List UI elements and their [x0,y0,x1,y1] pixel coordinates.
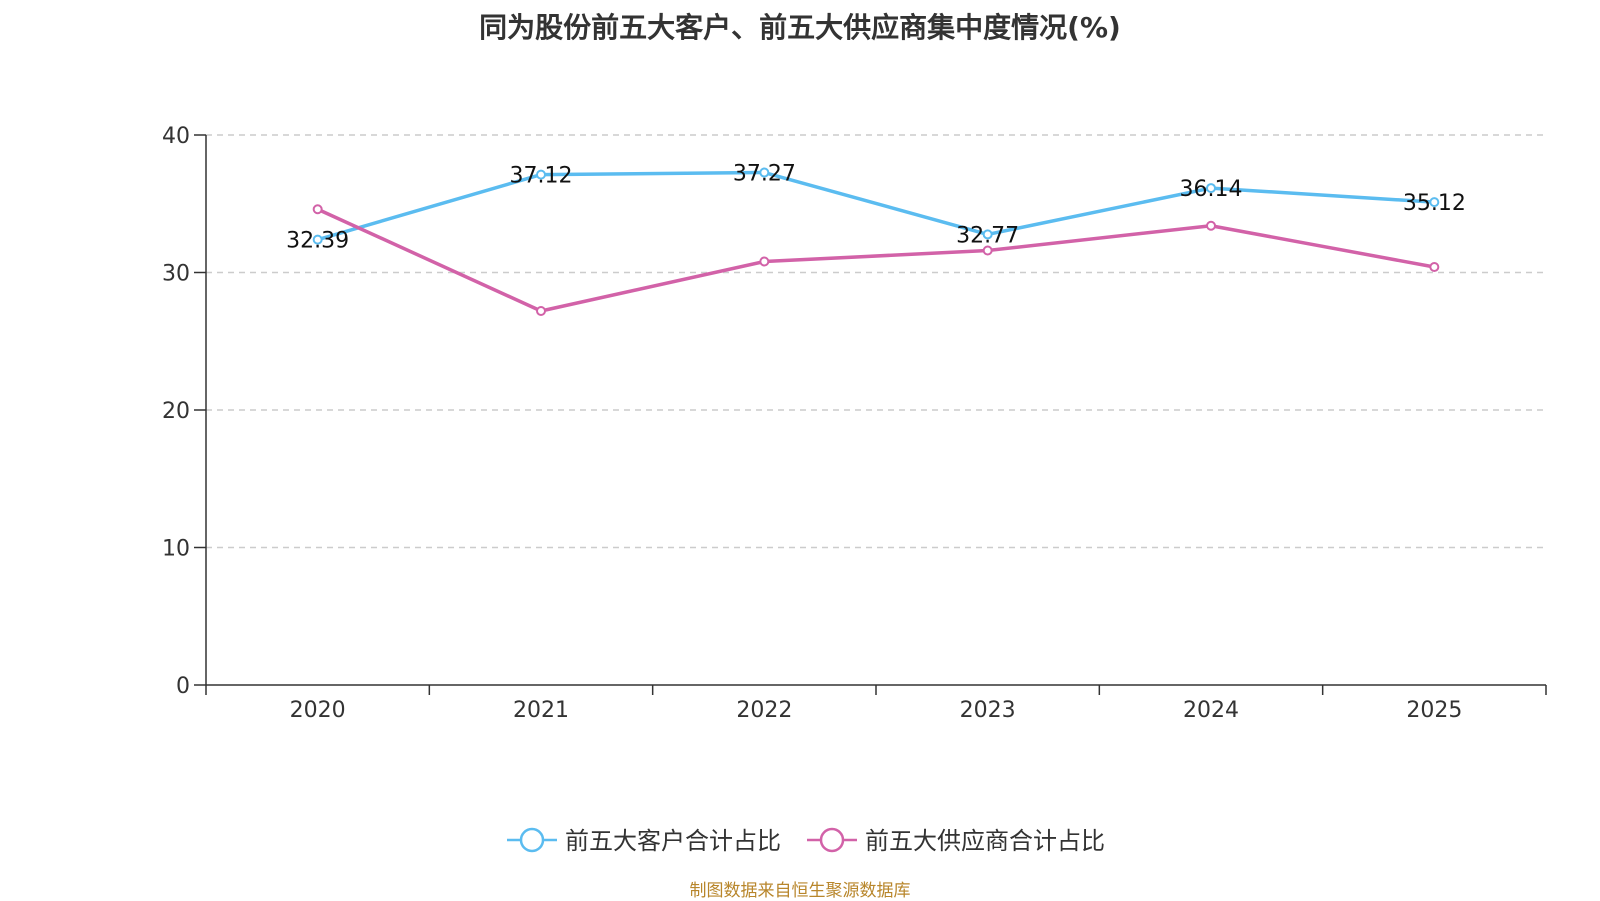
legend-item-2[interactable]: 前五大供应商合计占比 [807,827,1105,855]
data-label: 37.27 [733,162,796,187]
data-label: 37.12 [510,164,573,189]
source-note: 制图数据来自恒生聚源数据库 [689,881,911,901]
legend-item-1[interactable]: 前五大客户合计占比 [507,827,781,855]
series-1-point [982,229,993,240]
x-tick-label: 2025 [1406,698,1462,723]
y-tick-label: 0 [176,674,190,699]
data-label: 32.77 [956,223,1019,248]
series-2-point [312,204,323,215]
chart-title: 同为股份前五大客户、前五大供应商集中度情况(%) [479,11,1121,44]
legend-label: 前五大供应商合计占比 [865,827,1105,855]
series-1-point [312,234,323,245]
legend-marker-icon [819,827,845,853]
x-tick-label: 2024 [1183,698,1239,723]
axes: 0 10 20 30 40 2020 2021 2022 2023 2024 2025 [162,124,1547,723]
series-lines [312,167,1440,316]
legend-marker-icon [519,827,545,853]
series-2-point [1206,220,1216,231]
y-tick-label: 30 [162,262,190,287]
data-label: 35.12 [1403,191,1466,216]
series-2-point [759,256,770,267]
series-2-point [982,245,993,256]
data-label: 32.39 [286,229,349,254]
data-labels: 32.39 37.12 37.27 32.77 36.14 35.12 [286,162,1466,254]
y-tick-label: 10 [162,537,190,562]
x-tick-label: 2020 [290,698,346,723]
x-tick-label: 2023 [960,698,1016,723]
series-2-point [1429,262,1440,272]
legend-label: 前五大客户合计占比 [565,827,781,855]
series-1-point [1429,197,1440,208]
series-2-point [536,306,546,316]
x-tick-label: 2022 [736,698,792,723]
data-label: 36.14 [1180,177,1243,202]
series-1-point [759,167,770,178]
series-line-2 [316,207,1435,313]
y-tick-label: 20 [162,399,190,424]
x-tick-label: 2021 [513,698,569,723]
series-line-1 [317,170,1435,242]
grid-lines [206,134,1546,549]
series-1-point [1206,183,1216,194]
legend[interactable]: 前五大客户合计占比 前五大供应商合计占比 [507,827,1105,855]
y-tick-label: 40 [162,124,190,149]
series-1-point [536,169,546,180]
